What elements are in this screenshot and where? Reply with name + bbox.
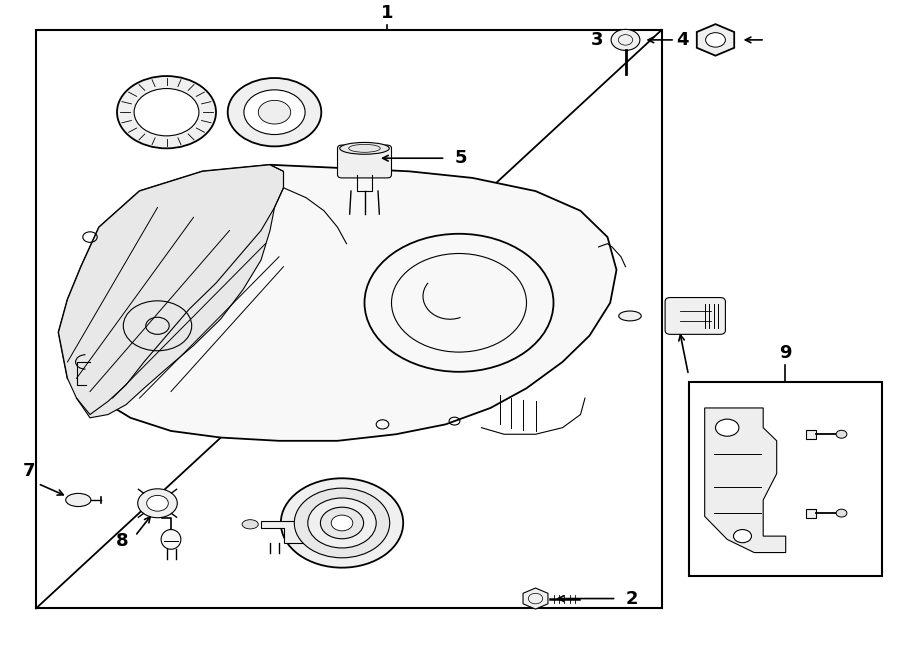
Circle shape	[138, 488, 177, 518]
Text: 7: 7	[22, 462, 35, 481]
Circle shape	[331, 515, 353, 531]
FancyBboxPatch shape	[338, 145, 392, 178]
Polygon shape	[58, 165, 284, 418]
Text: 3: 3	[590, 31, 603, 49]
Ellipse shape	[161, 529, 181, 549]
Circle shape	[294, 488, 390, 558]
Text: 8: 8	[116, 532, 129, 551]
Circle shape	[706, 32, 725, 47]
Ellipse shape	[66, 493, 91, 506]
Polygon shape	[58, 165, 617, 441]
Circle shape	[228, 78, 321, 146]
Circle shape	[611, 29, 640, 50]
Circle shape	[134, 89, 199, 136]
Polygon shape	[261, 521, 310, 543]
Circle shape	[281, 479, 403, 568]
Circle shape	[836, 430, 847, 438]
Text: 2: 2	[626, 590, 638, 607]
Circle shape	[734, 529, 752, 543]
Text: 9: 9	[779, 344, 791, 362]
Circle shape	[836, 509, 847, 517]
Text: 1: 1	[381, 4, 393, 22]
Ellipse shape	[619, 311, 641, 321]
Bar	[36, 30, 662, 608]
Bar	[806, 430, 816, 439]
Circle shape	[147, 495, 168, 511]
Text: 4: 4	[676, 31, 688, 49]
Ellipse shape	[242, 520, 258, 529]
Circle shape	[716, 419, 739, 436]
Polygon shape	[705, 408, 786, 553]
FancyBboxPatch shape	[665, 297, 725, 334]
Bar	[688, 381, 882, 576]
Circle shape	[258, 100, 291, 124]
Ellipse shape	[340, 142, 389, 154]
Circle shape	[308, 498, 376, 548]
Text: 6: 6	[691, 385, 704, 403]
Bar	[806, 508, 816, 518]
Circle shape	[320, 507, 364, 539]
Text: 5: 5	[454, 149, 467, 167]
Circle shape	[117, 76, 216, 148]
Circle shape	[244, 90, 305, 135]
